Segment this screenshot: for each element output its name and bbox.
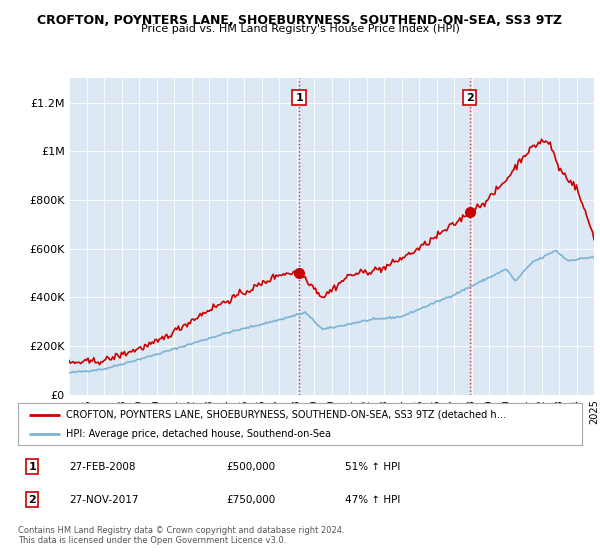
Text: £750,000: £750,000 <box>227 495 276 505</box>
Text: 2: 2 <box>28 495 36 505</box>
Text: Price paid vs. HM Land Registry's House Price Index (HPI): Price paid vs. HM Land Registry's House … <box>140 24 460 34</box>
Text: 2: 2 <box>466 92 473 102</box>
Text: £500,000: £500,000 <box>227 462 276 472</box>
Text: 27-NOV-2017: 27-NOV-2017 <box>69 495 138 505</box>
Text: 27-FEB-2008: 27-FEB-2008 <box>69 462 135 472</box>
Text: 51% ↑ HPI: 51% ↑ HPI <box>345 462 400 472</box>
Text: HPI: Average price, detached house, Southend-on-Sea: HPI: Average price, detached house, Sout… <box>66 429 331 439</box>
Text: 47% ↑ HPI: 47% ↑ HPI <box>345 495 400 505</box>
Text: 1: 1 <box>28 462 36 472</box>
Text: Contains HM Land Registry data © Crown copyright and database right 2024.: Contains HM Land Registry data © Crown c… <box>18 526 344 535</box>
Text: CROFTON, POYNTERS LANE, SHOEBURYNESS, SOUTHEND-ON-SEA, SS3 9TZ (detached h…: CROFTON, POYNTERS LANE, SHOEBURYNESS, SO… <box>66 409 506 419</box>
Text: 1: 1 <box>295 92 303 102</box>
Text: This data is licensed under the Open Government Licence v3.0.: This data is licensed under the Open Gov… <box>18 536 286 545</box>
Text: CROFTON, POYNTERS LANE, SHOEBURYNESS, SOUTHEND-ON-SEA, SS3 9TZ: CROFTON, POYNTERS LANE, SHOEBURYNESS, SO… <box>37 14 563 27</box>
